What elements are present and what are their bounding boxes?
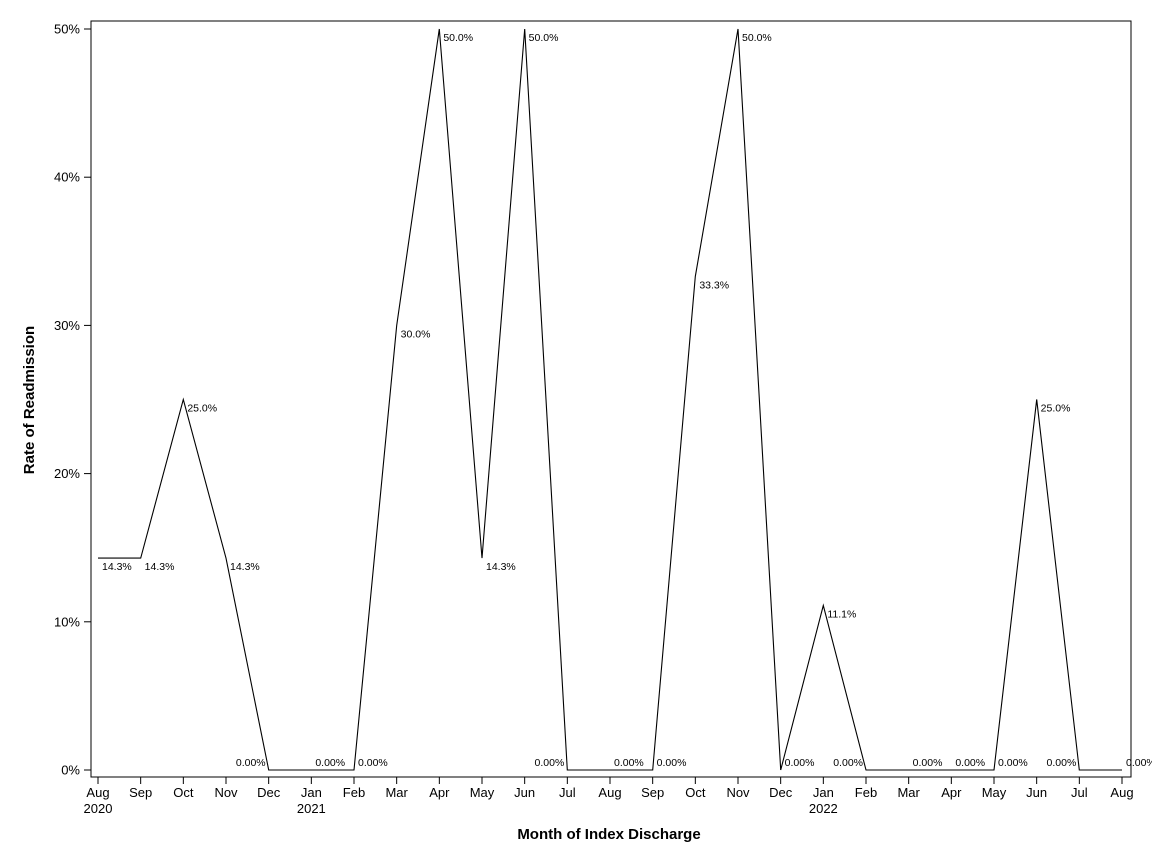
- data-label: 11.1%: [827, 608, 856, 620]
- data-label: 0.00%: [315, 757, 345, 769]
- data-label: 33.3%: [699, 279, 729, 291]
- data-label: 14.3%: [102, 561, 132, 573]
- x-tick-label: May: [470, 785, 495, 800]
- data-label: 0.00%: [955, 757, 985, 769]
- y-tick-label: 30%: [54, 318, 80, 333]
- x-tick-label: Sep: [641, 785, 664, 800]
- data-label: 0.00%: [1126, 757, 1152, 769]
- x-tick-label: Dec: [769, 785, 793, 800]
- x-year-label: 2022: [809, 801, 838, 816]
- data-label: 50.0%: [529, 32, 559, 44]
- x-axis-title: Month of Index Discharge: [517, 826, 700, 843]
- data-label: 30.0%: [401, 328, 431, 340]
- data-label: 0.00%: [358, 757, 388, 769]
- y-tick-label: 40%: [54, 170, 80, 185]
- x-axis: Aug Sep Oct Nov Dec Jan Feb Mar Apr May Jun Jul Aug S…: [84, 777, 1134, 816]
- x-tick-label: Jan: [813, 785, 834, 800]
- x-tick-label: Oct: [685, 785, 706, 800]
- data-label: 25.0%: [1041, 403, 1071, 415]
- x-tick-label: Aug: [86, 785, 109, 800]
- data-label: 50.0%: [443, 32, 473, 44]
- data-label: 25.0%: [187, 403, 217, 415]
- x-tick-label: Mar: [897, 785, 920, 800]
- data-label: 0.00%: [913, 757, 943, 769]
- x-tick-label: Aug: [598, 785, 621, 800]
- x-tick-label: Sep: [129, 785, 152, 800]
- x-tick-label: Apr: [941, 785, 962, 800]
- x-tick-label: Feb: [343, 785, 365, 800]
- data-label: 0.00%: [1047, 757, 1077, 769]
- x-tick-label: Feb: [855, 785, 877, 800]
- x-tick-label: Dec: [257, 785, 281, 800]
- x-tick-label: Nov: [726, 785, 750, 800]
- plot-frame: [90, 20, 1132, 778]
- x-tick-label: Apr: [429, 785, 450, 800]
- y-axis-title: Rate of Readmission: [21, 326, 38, 474]
- y-tick-label: 10%: [54, 614, 80, 629]
- data-label: 14.3%: [145, 561, 175, 573]
- x-tick-label: Aug: [1110, 785, 1133, 800]
- data-label: 50.0%: [742, 32, 772, 44]
- data-label: 14.3%: [230, 561, 260, 573]
- data-label: 0.00%: [998, 757, 1028, 769]
- x-tick-label: Mar: [385, 785, 408, 800]
- data-label: 14.3%: [486, 561, 516, 573]
- data-label: 0.00%: [614, 757, 644, 769]
- x-year-label: 2020: [84, 801, 113, 816]
- y-tick-label: 20%: [54, 466, 80, 481]
- y-tick-label: 0%: [61, 763, 80, 778]
- data-labels: 14.3% 14.3% 25.0% 14.3% 0.00% 0.00% 0.00% 30.0%…: [102, 32, 1152, 769]
- data-label: 0.00%: [833, 757, 863, 769]
- y-axis: 0% 10% 20% 30% 40% 50%: [54, 22, 91, 778]
- x-tick-label: Jul: [1071, 785, 1088, 800]
- x-tick-label: Jun: [514, 785, 535, 800]
- x-tick-label: Nov: [214, 785, 238, 800]
- y-tick-label: 50%: [54, 22, 80, 37]
- data-label: 0.00%: [785, 757, 815, 769]
- x-tick-label: Jul: [559, 785, 576, 800]
- x-year-label: 2021: [297, 801, 326, 816]
- x-tick-label: Oct: [173, 785, 194, 800]
- readmission-rate-line: [98, 28, 1122, 771]
- x-tick-label: Jun: [1026, 785, 1047, 800]
- data-label: 0.00%: [535, 757, 565, 769]
- x-tick-label: Jan: [301, 785, 322, 800]
- x-tick-label: May: [982, 785, 1007, 800]
- data-label: 0.00%: [657, 757, 687, 769]
- data-label: 0.00%: [236, 757, 266, 769]
